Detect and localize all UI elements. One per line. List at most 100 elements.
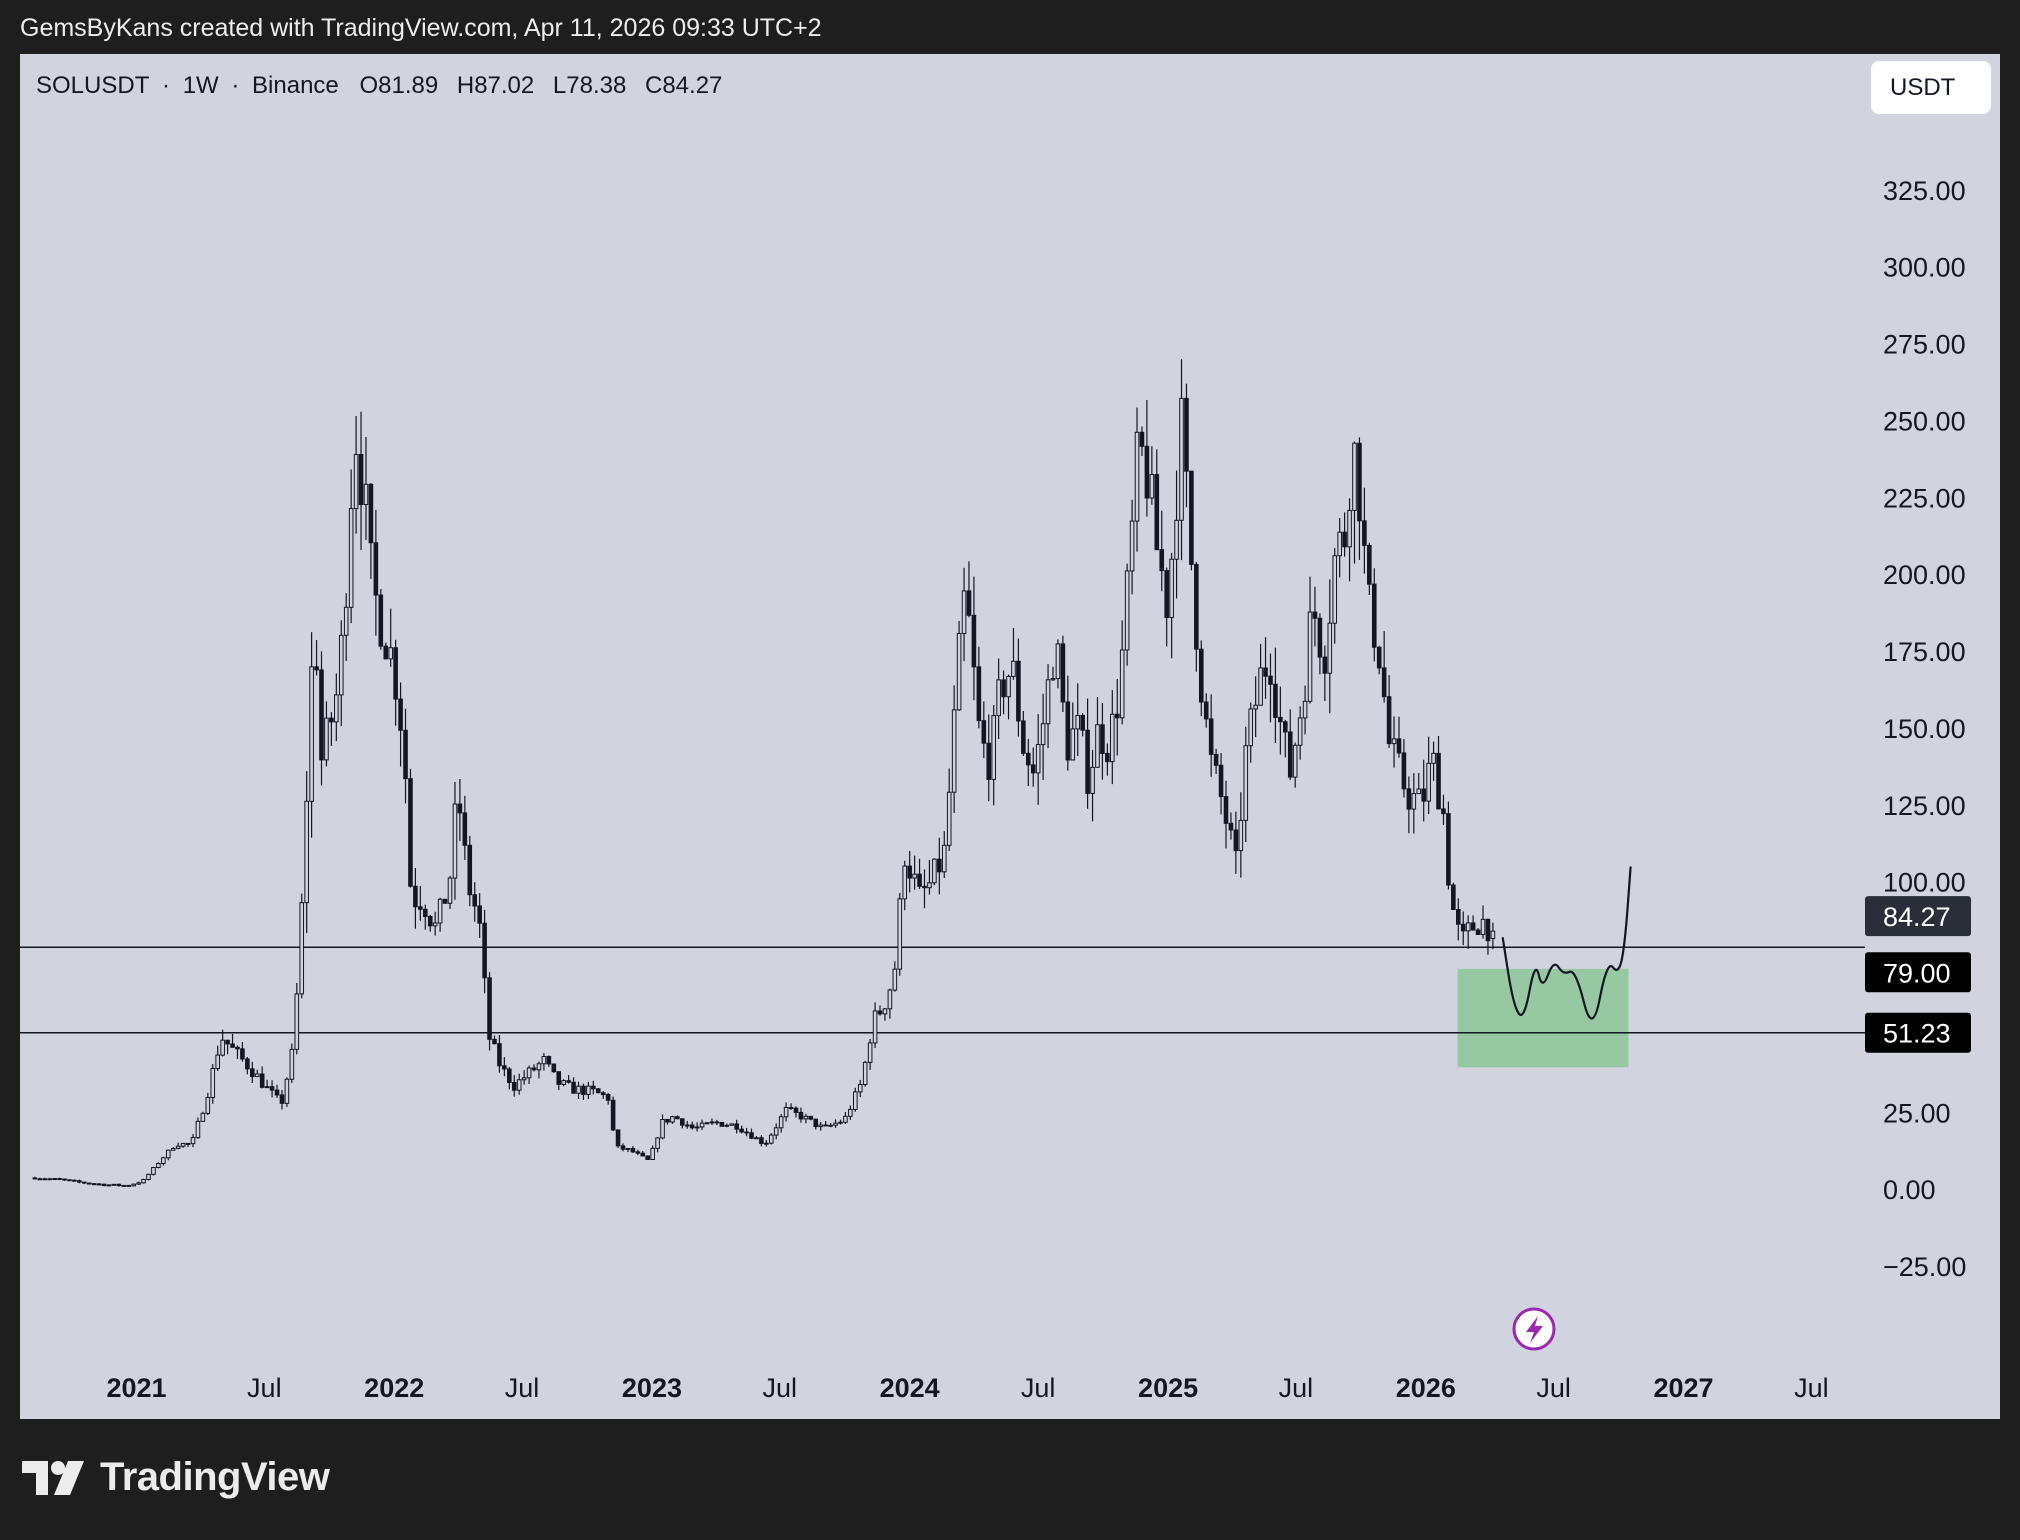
price-chart[interactable]: 325.00 300.00 275.00 250.00 225.00 200.00 175.… [20,54,2000,1419]
candle [477,893,482,938]
candle [1154,449,1160,551]
candle [946,768,952,851]
candle-body [1426,762,1431,802]
candle [467,835,473,907]
candle [482,909,487,994]
target-zone[interactable] [1457,968,1629,1068]
candle [1327,579,1333,714]
candle [1021,711,1026,756]
candle-body [675,1116,680,1120]
candle-body [1075,714,1081,730]
candle-body [670,1116,675,1123]
candle-body [393,647,398,700]
candle-body [1337,531,1342,557]
candle [941,831,947,879]
candle [170,1147,176,1151]
candle [373,509,379,636]
candle-body [1401,752,1407,790]
candle-body [106,1184,112,1187]
candle-body [1302,700,1308,719]
candle [1035,714,1041,805]
candle [220,1029,225,1057]
candle-body [398,698,403,731]
candle-body [581,1085,586,1095]
candle-body [1119,649,1125,719]
candle-body [956,632,962,711]
candle [823,1121,828,1127]
flash-icon[interactable] [1512,1307,1556,1351]
candle [897,892,903,976]
candle [660,1114,665,1140]
candle [655,1136,660,1153]
candle [77,1179,82,1184]
candle-body [1124,570,1130,651]
candle [146,1173,151,1181]
x-tick-label: 2025 [1138,1373,1198,1403]
candle [615,1129,621,1149]
candle [165,1149,171,1161]
candle [620,1143,626,1152]
candle [1208,694,1214,777]
candle-body [279,1094,285,1104]
candle [912,855,917,890]
candle-body [1243,745,1249,821]
candle-body [225,1039,230,1045]
candle [937,837,942,895]
brand[interactable]: TradingView [22,1455,330,1500]
chart-panel[interactable]: 325.00 300.00 275.00 250.00 225.00 200.00 175.… [20,54,2000,1419]
candle-body [1485,918,1491,942]
candle-body [353,454,359,510]
candle [843,1112,848,1124]
candle [200,1111,206,1122]
current-price-tag[interactable]: 84.27 [1865,896,1971,937]
candle [1455,898,1461,941]
y-tick-label: 250.00 [1883,406,1966,436]
candle [185,1142,191,1147]
interval-label[interactable]: 1W [182,72,219,99]
level-price-tag[interactable]: 79.00 [1865,952,1971,993]
currency-button[interactable]: USDT [1871,61,1991,114]
candle-body [373,542,379,596]
candle [1391,716,1397,768]
candle-body [620,1145,626,1150]
level-price-tag-label: 51.23 [1883,1019,1951,1049]
symbol-name[interactable]: SOLUSDT [36,72,150,99]
candle-body [724,1124,730,1127]
candle-body [477,905,482,924]
candle [502,1057,507,1077]
candle-body [170,1147,176,1151]
x-tick-label: Jul [1279,1373,1314,1403]
candle [343,593,349,661]
candle [887,988,893,1019]
projection-drawing[interactable] [1501,866,1632,1020]
candle-body [1381,667,1387,698]
candle [151,1166,156,1176]
candle-body [1352,442,1357,511]
candle [52,1178,57,1181]
candle-body [650,1147,655,1160]
candle-body [492,1038,497,1045]
candle [600,1091,606,1099]
candle [1189,470,1194,571]
candle-body [709,1121,715,1124]
candle-body [1446,813,1451,886]
y-tick-label: 125.00 [1883,791,1966,821]
candle [57,1177,62,1181]
candle [210,1064,216,1104]
candle-body [1095,724,1100,768]
candle-body [1154,474,1160,551]
candle [1426,736,1431,815]
candle [37,1177,43,1181]
candle [749,1128,754,1140]
candle-body [541,1056,547,1065]
candle [1060,635,1066,713]
level-price-tag[interactable]: 51.23 [1865,1012,1971,1053]
candle [348,469,354,624]
candle [1114,679,1120,756]
candle [808,1115,814,1121]
candle [452,781,458,900]
candle-body [151,1167,156,1175]
candle [1070,702,1076,761]
candle-body [729,1123,735,1126]
candle [1110,690,1115,785]
